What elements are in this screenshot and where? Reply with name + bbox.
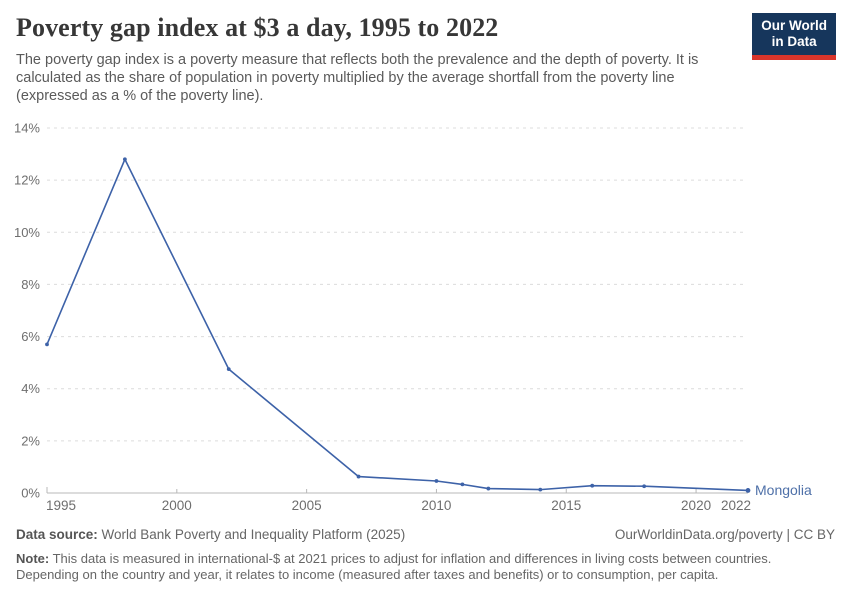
note-label: Note: [16,551,50,566]
chart-footer: Data source: World Bank Poverty and Ineq… [16,527,835,584]
data-point[interactable] [745,487,751,493]
owid-logo[interactable]: Our World in Data [752,13,836,60]
y-tick-label: 8% [21,277,40,292]
data-point[interactable] [538,487,543,492]
data-point[interactable] [122,157,127,162]
y-tick-label: 6% [21,329,40,344]
x-tick-label: 2000 [162,498,192,513]
x-tick-label: 2005 [292,498,322,513]
data-point[interactable] [642,484,647,489]
data-point[interactable] [434,479,439,483]
chart-canvas[interactable]: 0% 2% 4% 6% 8% 10% 12% 14% 1995 2000 2005 2010 2015 2… [0,115,850,521]
chart-note: Note: This data is measured in internati… [16,551,835,584]
x-tick-label: 2022 [721,498,751,513]
data-point[interactable] [486,486,491,491]
owid-logo-line1: Our World [761,18,827,33]
y-tick-label: 14% [14,121,40,136]
chart-header: Poverty gap index at $3 a day, 1995 to 2… [0,0,850,106]
data-point[interactable] [590,483,595,488]
data-source: Data source: World Bank Poverty and Ineq… [16,527,405,542]
x-tick-label: 2020 [681,498,711,513]
owid-logo-line2: in Data [771,34,817,50]
data-source-value: World Bank Poverty and Inequality Platfo… [97,527,406,542]
entity-label: Mongolia [755,482,812,498]
x-tick-label: 1995 [46,498,76,513]
data-point[interactable] [226,367,231,372]
y-tick-label: 2% [21,433,40,448]
page-title: Poverty gap index at $3 a day, 1995 to 2… [16,13,499,42]
data-point[interactable] [45,342,49,347]
data-source-label: Data source: [16,527,98,542]
y-tick-label: 10% [14,225,40,240]
data-point[interactable] [356,474,361,479]
chart-subtitle: The poverty gap index is a poverty measu… [16,51,699,104]
y-tick-label: 0% [21,486,40,501]
x-tick-label: 2015 [551,498,581,513]
x-tick-label: 2010 [421,498,451,513]
line-chart[interactable]: 0% 2% 4% 6% 8% 10% 12% 14% 1995 2000 2005 2010 2015 2… [0,115,850,526]
y-tick-label: 12% [14,173,40,188]
data-point[interactable] [460,482,465,487]
owid-license-link[interactable]: OurWorldinData.org/poverty | CC BY [614,527,835,542]
source-row: Data source: World Bank Poverty and Ineq… [16,527,835,542]
note-value: This data is measured in international-$… [16,551,772,583]
y-tick-label: 4% [21,381,40,396]
